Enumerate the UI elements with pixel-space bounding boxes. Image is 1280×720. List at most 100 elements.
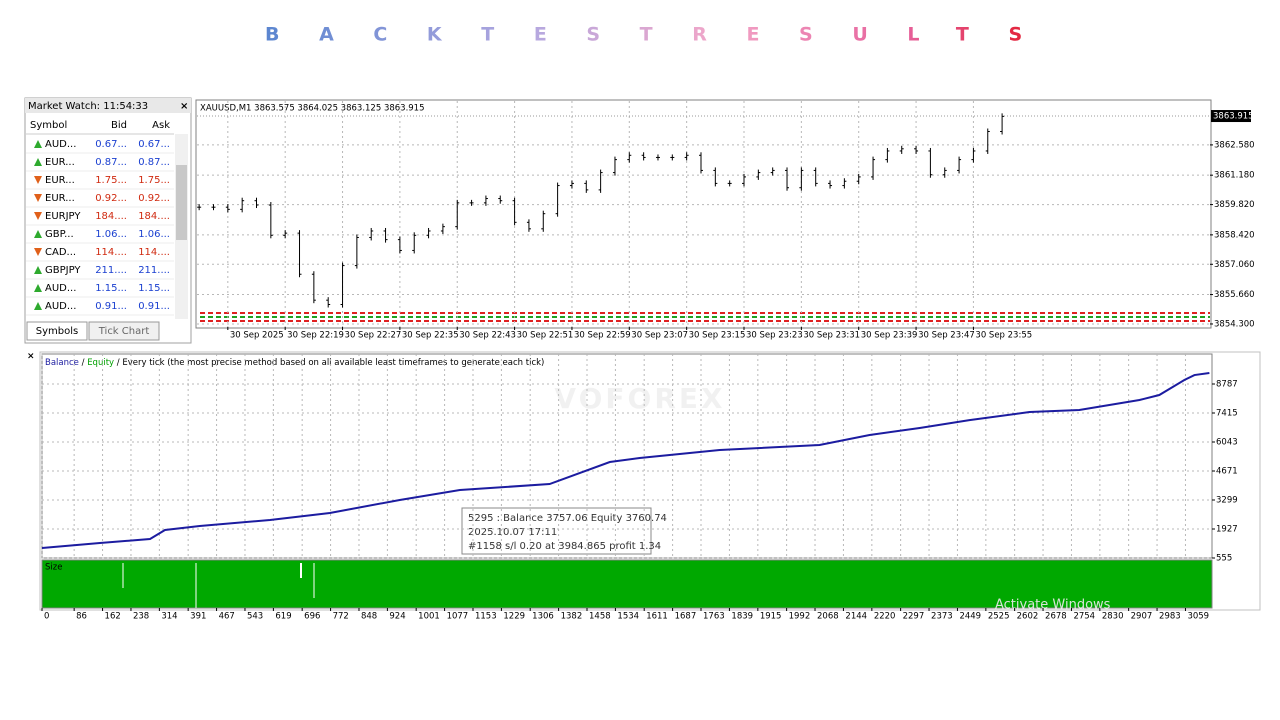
x-tick-label: 162 bbox=[105, 612, 121, 622]
x-tick-label: 1458 bbox=[589, 612, 611, 622]
price-bar bbox=[354, 234, 359, 269]
x-tick-label: 2449 bbox=[959, 612, 981, 622]
market-watch-title: Market Watch: 11:54:33 bbox=[28, 101, 148, 112]
price-bar bbox=[684, 152, 689, 161]
x-tick-label: 30 Sep 22:35 bbox=[402, 331, 459, 341]
x-tick-label: 30 Sep 23:55 bbox=[975, 331, 1032, 341]
ask: 1.15... bbox=[138, 283, 170, 294]
close-button[interactable]: × bbox=[180, 101, 188, 112]
price-bar bbox=[584, 180, 589, 193]
tab-label[interactable]: Symbols bbox=[36, 326, 78, 337]
graph-legend: Balance / Equity / Every tick (the most … bbox=[45, 358, 544, 368]
page-title: BACKTESTRESULTS bbox=[265, 24, 1062, 46]
direction-icon bbox=[34, 158, 42, 166]
x-tick-label: 1306 bbox=[532, 612, 554, 622]
bid: 211.... bbox=[95, 265, 127, 276]
x-tick-label: 30 Sep 2025 bbox=[230, 331, 284, 341]
price-bar bbox=[655, 154, 660, 161]
price-bar bbox=[469, 199, 474, 206]
x-tick-label: 30 Sep 23:07 bbox=[631, 331, 688, 341]
price-bar bbox=[268, 202, 273, 239]
x-tick-label: 30 Sep 23:39 bbox=[861, 331, 918, 341]
x-tick-label: 1001 bbox=[418, 612, 440, 622]
x-tick-label: 30 Sep 22:43 bbox=[459, 331, 516, 341]
x-tick-label: 1534 bbox=[617, 612, 639, 622]
x-tick-label: 2525 bbox=[988, 612, 1010, 622]
order-levels bbox=[200, 312, 1210, 322]
ask: 1.06... bbox=[138, 229, 170, 240]
x-tick-label: 30 Sep 23:47 bbox=[918, 331, 975, 341]
price-bar bbox=[555, 182, 560, 217]
price-bar bbox=[598, 169, 603, 193]
price-bar bbox=[957, 156, 962, 174]
price-bar bbox=[297, 230, 302, 278]
price-bar bbox=[283, 230, 288, 239]
x-tick-label: 2144 bbox=[845, 612, 867, 622]
x-tick-label: 1763 bbox=[703, 612, 725, 622]
bid: 0.92... bbox=[95, 193, 127, 204]
price-bar bbox=[756, 169, 761, 180]
x-tick-label: 1611 bbox=[646, 612, 668, 622]
scroll-thumb[interactable] bbox=[176, 165, 187, 240]
x-tick-label: 848 bbox=[361, 612, 377, 622]
y-tick-label: 3857.060 bbox=[1214, 260, 1255, 270]
price-bar bbox=[842, 178, 847, 189]
tooltip-line: #1158 s/l 0.20 at 3984.865 profit 1.34 bbox=[468, 541, 661, 552]
y-tick-label: 8787 bbox=[1216, 379, 1238, 389]
x-tick-label: 30 Sep 23:15 bbox=[689, 331, 746, 341]
ask: 0.67... bbox=[138, 139, 170, 150]
x-tick-label: 391 bbox=[190, 612, 206, 622]
direction-icon bbox=[34, 176, 42, 184]
tooltip-line: 5295 : Balance 3757.06 Equity 3760.74 bbox=[468, 513, 667, 524]
price-bar bbox=[942, 167, 947, 178]
y-tick-label: 3858.420 bbox=[1214, 230, 1255, 240]
current-price-label: 3863.915 bbox=[1213, 112, 1254, 122]
bid: 0.67... bbox=[95, 139, 127, 150]
direction-icon bbox=[34, 230, 42, 238]
x-tick-label: 2602 bbox=[1017, 612, 1039, 622]
x-tick-label: 467 bbox=[219, 612, 235, 622]
x-tick-label: 1915 bbox=[760, 612, 782, 622]
x-tick-label: 1839 bbox=[731, 612, 753, 622]
tab-label[interactable]: Tick Chart bbox=[98, 326, 150, 337]
tab[interactable] bbox=[88, 321, 160, 341]
x-tick-label: 30 Sep 23:31 bbox=[803, 331, 860, 341]
price-bar bbox=[483, 195, 488, 206]
symbol: AUD... bbox=[45, 283, 76, 294]
price-bar bbox=[240, 197, 245, 213]
watermark: VOFOREX bbox=[554, 382, 725, 415]
x-tick-label: 2297 bbox=[903, 612, 925, 622]
x-tick-label: 924 bbox=[389, 612, 405, 622]
tab[interactable] bbox=[26, 321, 88, 341]
current-price-box bbox=[1211, 110, 1251, 123]
price-bar bbox=[526, 219, 531, 232]
bid: 0.87... bbox=[95, 157, 127, 168]
price-bar bbox=[856, 173, 861, 185]
bid: 1.06... bbox=[95, 229, 127, 240]
tooltip: 5295 : Balance 3757.06 Equity 3760.74 202… bbox=[461, 507, 667, 555]
price-bar bbox=[311, 271, 316, 304]
symbol: AUD... bbox=[45, 301, 76, 312]
tooltip-box bbox=[461, 507, 652, 555]
price-bar bbox=[828, 180, 833, 189]
price-bar bbox=[641, 152, 646, 161]
x-tick-label: 30 Sep 22:19 bbox=[287, 331, 344, 341]
balance-legend: Balance bbox=[45, 358, 79, 368]
price-bar bbox=[225, 204, 230, 213]
symbol: GBPJPY bbox=[45, 265, 81, 276]
y-tick-label: 3862.580 bbox=[1214, 140, 1255, 150]
close-button[interactable]: × bbox=[27, 352, 35, 362]
bid: 1.75... bbox=[95, 175, 127, 186]
tooltip-line: 2025.10.07 17:11 bbox=[468, 527, 557, 538]
x-tick-label: 1382 bbox=[561, 612, 583, 622]
ask: 184.... bbox=[138, 211, 170, 222]
direction-icon bbox=[34, 194, 42, 202]
x-tick-label: 772 bbox=[333, 612, 349, 622]
bid: 114.... bbox=[95, 247, 127, 258]
market-watch-table: Symbol Bid Ask AUD... 0.67... 0.67... EUR... 0.… bbox=[26, 120, 174, 341]
x-tick-label: 30 Sep 23:23 bbox=[746, 331, 803, 341]
price-bar bbox=[569, 180, 574, 189]
x-tick-label: 30 Sep 22:27 bbox=[345, 331, 402, 341]
